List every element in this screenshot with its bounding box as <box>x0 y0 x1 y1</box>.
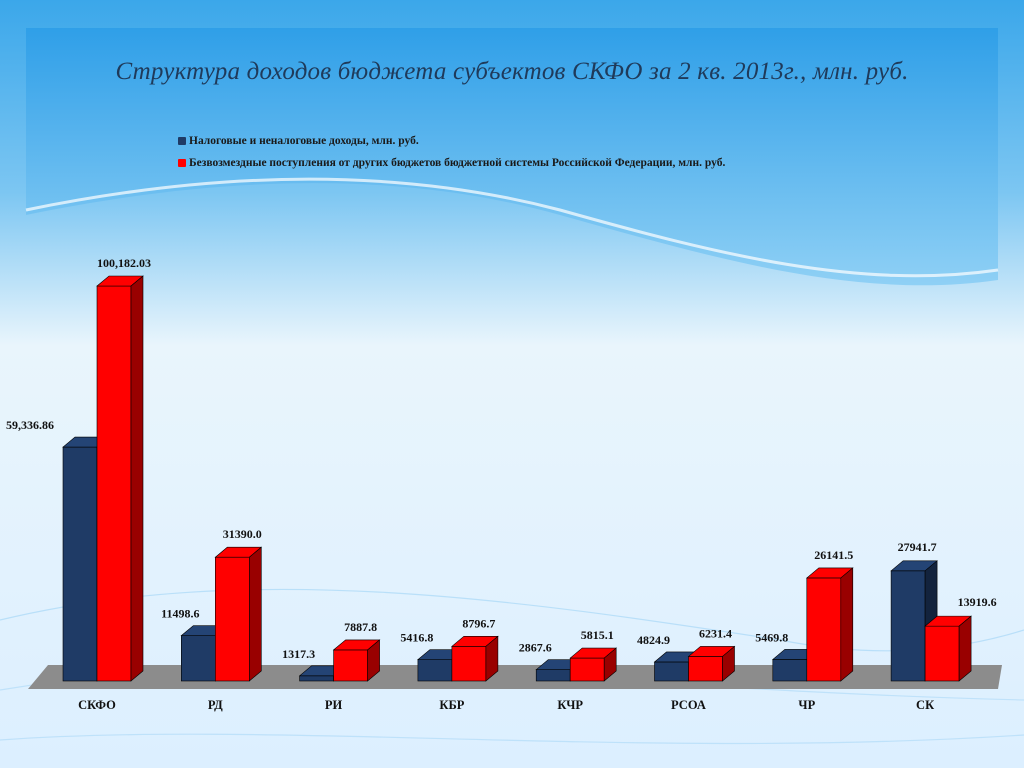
bar-transfers-6 <box>805 567 854 682</box>
data-label-transfers-4: 5815.1 <box>581 628 614 642</box>
legend-item-tax: Налоговые и неналоговые доходы, млн. руб… <box>178 130 725 152</box>
data-label-transfers-3: 8796.7 <box>462 616 495 630</box>
category-label-1: РД <box>208 698 223 712</box>
data-label-tax-0: 59,336.86 <box>6 418 54 432</box>
chart-floor <box>28 665 1002 689</box>
category-label-0: СКФО <box>78 698 116 712</box>
legend-label-transfers: Безвозмездные поступления от других бюдж… <box>189 157 726 169</box>
legend-item-transfers: Безвозмездные поступления от других бюдж… <box>178 152 725 174</box>
bar-transfers-0 <box>96 275 144 682</box>
category-label-2: РИ <box>325 698 343 712</box>
data-label-tax-2: 1317.3 <box>282 647 315 661</box>
category-label-4: КЧР <box>557 698 583 712</box>
chart-title: Структура доходов бюджета субъектов СКФО… <box>115 58 909 85</box>
category-label-7: СК <box>916 698 934 712</box>
bar-transfers-5 <box>687 645 736 682</box>
data-label-tax-6: 5469.8 <box>755 630 788 644</box>
data-label-transfers-5: 6231.4 <box>699 626 732 640</box>
chart-legend: Налоговые и неналоговые доходы, млн. руб… <box>178 130 725 174</box>
data-label-transfers-0: 100,182.03 <box>97 256 151 270</box>
category-label-6: ЧР <box>798 698 815 712</box>
data-label-transfers-6: 26141.5 <box>814 548 853 562</box>
data-label-tax-4: 2867.6 <box>519 641 552 655</box>
data-label-transfers-7: 13919.6 <box>958 595 997 609</box>
legend-swatch-tax <box>178 137 186 145</box>
category-label-5: РСОА <box>671 698 706 712</box>
bar-transfers-7 <box>924 615 972 682</box>
data-label-tax-7: 27941.7 <box>898 540 937 554</box>
data-label-tax-1: 11498.6 <box>161 607 199 621</box>
data-label-tax-5: 4824.9 <box>637 633 670 647</box>
data-label-transfers-2: 7887.8 <box>344 620 377 634</box>
legend-swatch-transfers <box>178 159 186 167</box>
data-label-tax-3: 5416.8 <box>400 631 433 645</box>
bar-transfers-1 <box>214 546 263 682</box>
bar-transfers-4 <box>569 647 618 682</box>
bar-transfers-2 <box>332 639 381 682</box>
category-label-3: КБР <box>439 698 464 712</box>
legend-label-tax: Налоговые и неналоговые доходы, млн. руб… <box>189 135 419 147</box>
bar-transfers-3 <box>451 635 499 682</box>
data-label-transfers-1: 31390.0 <box>223 527 262 541</box>
